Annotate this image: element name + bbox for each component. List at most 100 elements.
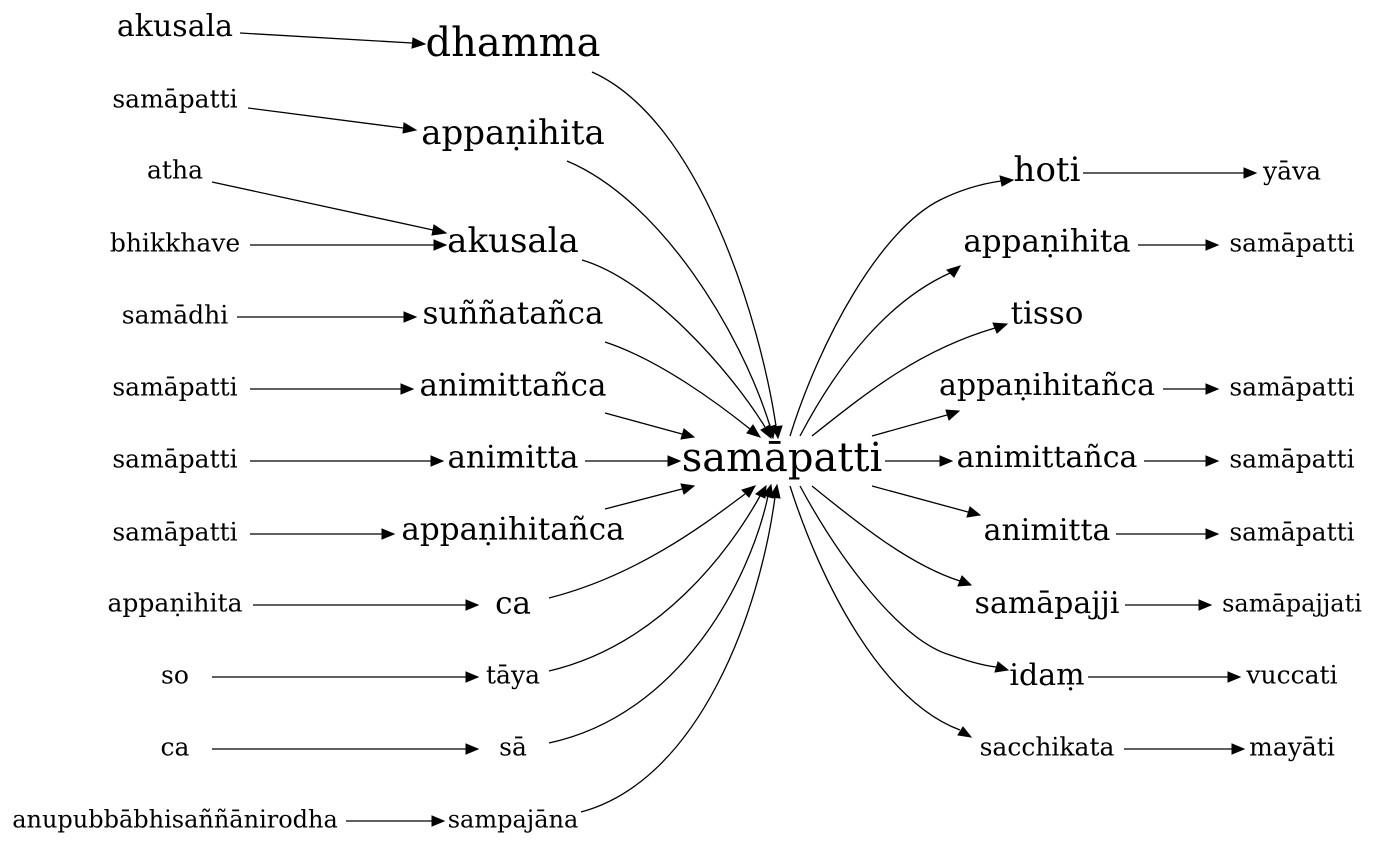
node-right-middle: appaṇihitañca <box>939 368 1155 403</box>
node-left-outer: appaṇihita <box>108 589 243 618</box>
node-right-outer: samāpajjati <box>1222 590 1362 618</box>
node-right-middle: animitta <box>984 513 1111 548</box>
edge <box>548 495 761 672</box>
node-right-outer: samāpatti <box>1229 518 1354 547</box>
node-left-middle: tāya <box>486 661 540 690</box>
right-middle-nodes: hoti appaṇihita tisso appaṇihitañca anim… <box>939 150 1155 762</box>
arrowhead <box>465 743 480 755</box>
arrowhead <box>400 383 415 395</box>
node-left-middle: sā <box>499 733 527 762</box>
node-left-middle: ca <box>495 586 531 622</box>
arrowhead <box>1231 743 1246 755</box>
edges-left-center <box>548 71 783 813</box>
node-left-middle: animittañca <box>420 368 607 404</box>
arrowhead <box>762 483 774 499</box>
edges-center-right <box>789 175 1015 738</box>
edge <box>548 495 769 744</box>
edge <box>871 485 969 513</box>
node-left-middle: sampajāna <box>448 806 579 834</box>
node-right-outer: samāpatti <box>1229 373 1354 402</box>
arrowhead <box>755 484 767 499</box>
edge <box>811 327 996 437</box>
node-right-outer: vuccati <box>1245 661 1337 690</box>
edge <box>871 414 948 437</box>
arrowhead <box>994 661 1010 673</box>
edge <box>799 485 997 668</box>
arrowhead <box>680 428 696 440</box>
edge <box>789 180 1002 437</box>
arrowhead <box>992 322 1009 334</box>
node-left-outer: anupubbābhisaññānirodha <box>12 806 338 834</box>
edge <box>239 32 413 44</box>
edges-left-outer <box>211 32 480 827</box>
node-left-outer: samāpatti <box>112 85 237 114</box>
edge <box>581 259 766 428</box>
node-right-outer: samāpatti <box>1229 229 1354 258</box>
arrowhead <box>769 483 781 499</box>
edge <box>591 71 777 427</box>
node-left-outer: akusala <box>117 9 233 44</box>
edge <box>789 485 961 731</box>
arrowhead <box>760 424 772 440</box>
node-left-middle: suññatañca <box>422 296 603 332</box>
left-outer-nodes: akusala samāpatti atha bhikkhave samādhi… <box>12 9 338 834</box>
node-left-outer: so <box>161 661 189 690</box>
node-right-middle: hoti <box>1014 150 1081 190</box>
edges-right-outer <box>1083 167 1258 755</box>
node-left-middle: animitta <box>447 440 578 476</box>
arrowhead <box>939 455 954 467</box>
arrowhead <box>1205 383 1220 395</box>
node-left-outer: ca <box>161 733 190 762</box>
node-right-middle: sacchikata <box>980 733 1115 762</box>
arrowhead <box>946 265 962 278</box>
arrowhead <box>465 599 480 611</box>
node-right-middle: samāpajji <box>975 586 1120 621</box>
arrowhead <box>680 483 696 495</box>
arrowhead <box>746 424 762 438</box>
node-left-middle: akusala <box>447 221 579 261</box>
arrowhead <box>403 311 418 323</box>
node-left-outer: samāpatti <box>112 518 237 547</box>
node-center: samāpatti <box>682 435 883 481</box>
node-right-outer: mayāti <box>1249 733 1335 762</box>
edge <box>566 160 771 427</box>
node-right-outer: samāpatti <box>1229 445 1354 474</box>
node-right-middle: animittañca <box>957 440 1138 475</box>
edge <box>548 493 746 599</box>
arrowhead <box>1205 528 1220 540</box>
arrowhead <box>431 815 446 827</box>
edge <box>811 485 961 582</box>
arrowhead <box>1205 239 1220 251</box>
arrowhead <box>741 485 757 498</box>
node-left-outer: samāpatti <box>112 445 237 474</box>
node-left-outer: atha <box>147 156 203 185</box>
node-left-middle: appaṇihitañca <box>401 512 624 548</box>
arrowhead <box>1227 671 1242 683</box>
arrowhead <box>411 37 427 49</box>
arrowhead <box>957 726 973 738</box>
node-right-outer: yāva <box>1262 157 1321 186</box>
arrowhead <box>465 671 480 683</box>
arrowhead <box>999 175 1015 187</box>
edge <box>799 272 951 437</box>
arrowhead <box>1205 455 1220 467</box>
arrowhead <box>957 575 973 587</box>
arrowhead <box>381 528 396 540</box>
edge <box>604 341 751 430</box>
arrowhead <box>1243 167 1258 179</box>
node-left-middle: appaṇihita <box>421 113 605 153</box>
edge <box>211 181 434 231</box>
arrowhead <box>430 455 445 467</box>
edge <box>580 496 776 813</box>
arrowhead <box>1198 599 1213 611</box>
node-left-outer: bhikkhave <box>110 229 240 258</box>
node-right-middle: idaṃ <box>1009 658 1084 693</box>
arrowhead <box>431 224 448 236</box>
right-outer-nodes: yāva samāpatti samāpatti samāpatti samāp… <box>1222 157 1362 762</box>
edge <box>604 488 683 510</box>
arrowhead <box>433 239 448 251</box>
node-left-outer: samādhi <box>122 301 228 330</box>
node-right-middle: appaṇihita <box>963 224 1130 260</box>
node-right-middle: tisso <box>1011 296 1084 332</box>
